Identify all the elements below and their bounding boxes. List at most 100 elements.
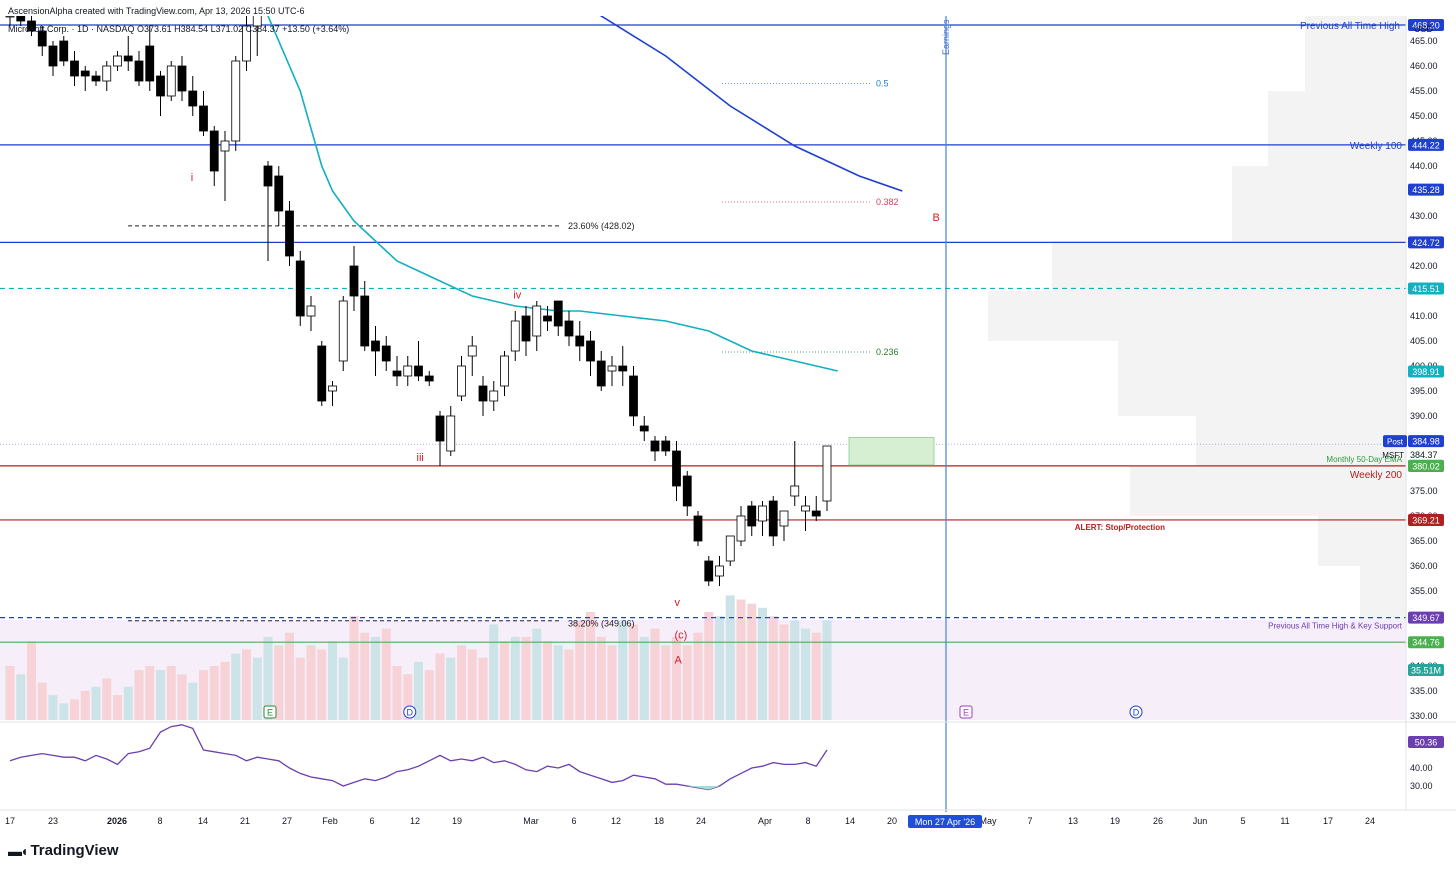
volume-bar [564, 649, 574, 720]
volume-bar [543, 641, 552, 720]
candle [682, 471, 692, 516]
volume-bar [661, 645, 671, 720]
symbol-header: Microsoft Corp. · 1D · NASDAQ O373.61 H3… [8, 24, 349, 34]
y-tick: 375.00 [1410, 486, 1438, 496]
candle [70, 51, 79, 86]
candle-body [457, 365, 466, 397]
x-tick: 11 [1280, 816, 1289, 826]
candle [715, 556, 724, 586]
candle [510, 311, 520, 361]
volume-profile-bar-4 [988, 291, 1406, 341]
volume-bar [306, 645, 316, 720]
candle [188, 76, 198, 116]
level-label-6: Previous All Time High & Key Support [1268, 622, 1403, 631]
dividend-icon [1129, 705, 1143, 719]
volume-bar [317, 649, 327, 720]
y-tick: 355.00 [1410, 586, 1438, 596]
volume-bar [446, 657, 456, 720]
candle-body [661, 440, 671, 452]
candle [672, 441, 681, 501]
tradingview-logo[interactable]: ▬◖ TradingView [8, 842, 119, 859]
candle [27, 16, 36, 36]
volume-bar [338, 657, 348, 720]
candle-body [199, 105, 208, 132]
candle [381, 336, 391, 371]
candle [693, 511, 703, 546]
y-tick: 410.00 [1410, 311, 1438, 321]
candle-body [586, 340, 595, 362]
volume-bar [360, 632, 370, 720]
candle [285, 201, 294, 266]
volume-bar [457, 645, 466, 720]
candle-body [639, 425, 649, 432]
rsi-tick: 40.00 [1410, 763, 1433, 773]
x-tick: 7 [1027, 816, 1032, 826]
candle-body [113, 55, 122, 67]
ema-line [267, 16, 838, 372]
volume-bar [392, 666, 402, 720]
volume-bar [607, 645, 617, 720]
x-tick: 24 [696, 816, 706, 826]
volume-bar [500, 641, 509, 720]
candle-body [274, 175, 284, 212]
volume-profile-bar-2 [1232, 166, 1406, 241]
candle [16, 16, 26, 26]
fib-marker-label-2: 0.236 [876, 347, 899, 357]
x-tick: Jun [1193, 816, 1208, 826]
candle-body [500, 355, 509, 387]
candle [790, 441, 800, 506]
x-tick: 18 [654, 816, 664, 826]
level-label-1: Weekly 100 [1350, 141, 1403, 152]
tradingview-brand: TradingView [30, 842, 119, 859]
y-tick: 360.00 [1410, 561, 1438, 571]
candle [500, 351, 509, 396]
badge-3: 380.02 [1412, 461, 1440, 471]
x-tick: 21 [240, 816, 250, 826]
candle-body [306, 305, 316, 317]
volume-bar [48, 695, 58, 720]
badge-1: 398.91 [1412, 367, 1440, 377]
wave-label: v [675, 597, 681, 609]
event-label: D [1133, 708, 1140, 718]
candle [639, 416, 649, 441]
candle-body [564, 320, 574, 337]
x-tick: 14 [198, 816, 208, 826]
candle [392, 356, 402, 386]
y-tick: 390.00 [1410, 411, 1438, 421]
volume-bar [80, 690, 90, 720]
candle-body [16, 16, 26, 22]
x-tick: 23 [48, 816, 58, 826]
volume-bar [693, 632, 703, 720]
candle [338, 296, 348, 371]
volume-bar [274, 645, 284, 720]
candle-body [607, 365, 617, 372]
level-label-0: Previous All Time High [1300, 21, 1400, 32]
candle-body [177, 65, 187, 92]
candle [725, 535, 735, 566]
x-tick: 26 [1153, 816, 1163, 826]
target-box [848, 437, 935, 466]
candle-body [156, 75, 165, 97]
y-tick: 450.00 [1410, 111, 1438, 121]
candle-body [811, 510, 821, 517]
x-tick: 8 [157, 816, 162, 826]
candle [349, 246, 359, 311]
level-badge-7: 344.76 [1412, 638, 1440, 648]
candle [478, 376, 488, 416]
volume-bar [231, 653, 241, 720]
candle [543, 306, 552, 331]
volume-profile-bar-0 [1305, 16, 1406, 91]
x-tick: 19 [452, 816, 462, 826]
x-tick: May [979, 816, 997, 826]
volume-bar [123, 686, 133, 720]
post-prefix: Post [1387, 438, 1404, 447]
volume-bar [510, 636, 520, 720]
candle-body [758, 505, 767, 522]
level-badge-3: 415.51 [1412, 284, 1440, 294]
candle-body [317, 345, 327, 402]
level-badge-1-bg [1408, 138, 1444, 151]
weekly-wma-line [599, 16, 903, 192]
fib-marker-label-0: 0.5 [876, 79, 889, 89]
candle-body [575, 335, 585, 347]
